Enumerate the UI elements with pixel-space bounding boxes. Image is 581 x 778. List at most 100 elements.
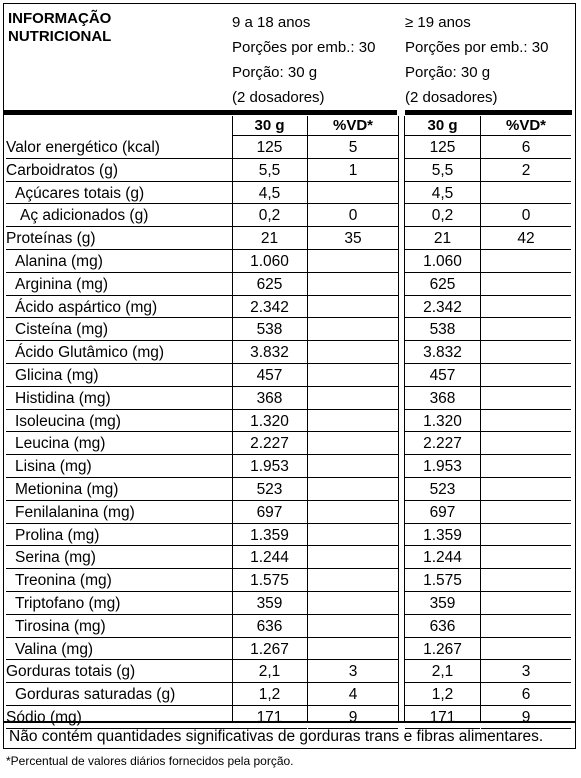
nutrient-label: Isoleucina (mg) [6, 410, 232, 433]
nutrient-label: Ácido aspártico (mg) [6, 296, 232, 319]
percent-dv-value [481, 364, 571, 387]
percent-dv-value [308, 364, 398, 387]
table-row: Sódio (mg) 171 9 171 9 [6, 706, 571, 729]
nutrient-label: Histidina (mg) [6, 387, 232, 410]
portion-value: 1.359 [232, 524, 307, 547]
percent-dv-value [481, 318, 571, 342]
nutrient-label: Treonina (mg) [6, 569, 232, 592]
col-divider [398, 116, 399, 721]
percent-dv-value [308, 250, 398, 273]
percent-dv-value [481, 432, 571, 456]
percent-dv-value [481, 250, 571, 273]
nutrient-label: Valina (mg) [6, 638, 232, 661]
nutrient-label: Arginina (mg) [6, 273, 232, 296]
percent-dv-value [481, 501, 571, 524]
percent-dv-value: 0 [308, 204, 398, 228]
percent-dv-value: 2 [481, 159, 571, 182]
portion-value: 368 [405, 387, 480, 410]
col-portion-header-b: 30 g [405, 116, 480, 136]
nutrient-label: Alanina (mg) [6, 250, 232, 273]
portion-value: 523 [232, 478, 307, 501]
portion-value: 2.227 [232, 432, 307, 456]
portion-value: 4,5 [232, 182, 307, 205]
percent-dv-value: 35 [308, 227, 398, 250]
percent-dv-value [308, 478, 398, 501]
portion-value: 368 [232, 387, 307, 410]
percent-dv-value [308, 318, 398, 342]
col-portion-header-a: 30 g [232, 116, 307, 136]
percent-dv-value: 9 [481, 706, 571, 729]
group-age: ≥ 19 anos [405, 14, 471, 31]
percent-dv-value: 6 [481, 683, 571, 706]
col-divider [232, 116, 233, 721]
portion-value: 4,5 [405, 182, 480, 205]
portion-value: 697 [232, 501, 307, 524]
nutrient-label: Lisina (mg) [6, 455, 232, 478]
portion-value: 2.342 [405, 296, 480, 319]
portion-value: 1.244 [405, 546, 480, 570]
percent-dv-value [481, 569, 571, 592]
group-header-9-18: 9 a 18 anos Porções por emb.: 30 Porção:… [232, 10, 375, 110]
portion-value: 1.244 [232, 546, 307, 570]
group-scoops: (2 dosadores) [232, 89, 325, 106]
percent-dv-value: 9 [308, 706, 398, 729]
portion-value: 125 [405, 136, 480, 159]
portion-value: 1.953 [405, 455, 480, 478]
table-row: Serina (mg) 1.244 1.244 [6, 546, 571, 570]
table-row: Gorduras saturadas (g) 1,2 4 1,2 6 [6, 683, 571, 706]
percent-dv-value [308, 592, 398, 615]
portion-value: 21 [232, 227, 307, 250]
table-row: Cisteína (mg) 538 538 [6, 318, 571, 342]
percent-dv-value [481, 455, 571, 478]
portion-value: 2.342 [232, 296, 307, 319]
portion-value: 1.320 [405, 410, 480, 433]
table-row: Leucina (mg) 2.227 2.227 [6, 432, 571, 456]
portion-value: 457 [232, 364, 307, 387]
table-row: Aç adicionados (g) 0,2 0 0,2 0 [6, 204, 571, 228]
table-row: Fenilalanina (mg) 697 697 [6, 501, 571, 524]
panel-title-line-1: INFORMAÇÃO [8, 10, 112, 27]
nutrient-label: Açúcares totais (g) [6, 182, 232, 205]
portion-value: 2.227 [405, 432, 480, 456]
vd-footnote: *Percentual de valores diários fornecido… [6, 754, 294, 768]
nutrient-label: Sódio (mg) [6, 706, 232, 729]
panel-title-line-2: NUTRICIONAL [8, 28, 112, 45]
table-row: Proteínas (g) 21 35 21 42 [6, 227, 571, 250]
nutrient-label: Glicina (mg) [6, 364, 232, 387]
table-row: Carboidratos (g) 5,5 1 5,5 2 [6, 159, 571, 182]
table-row: Valina (mg) 1.267 1.267 [6, 638, 571, 661]
percent-dv-value [308, 501, 398, 524]
percent-dv-value [308, 273, 398, 296]
portion-value: 1,2 [405, 683, 480, 706]
percent-dv-value [481, 615, 571, 638]
portion-value: 171 [232, 706, 307, 729]
group-header-19-plus: ≥ 19 anos Porções por emb.: 30 Porção: 3… [405, 10, 548, 110]
table-row: Isoleucina (mg) 1.320 1.320 [6, 410, 571, 433]
percent-dv-value [308, 432, 398, 456]
portion-value: 171 [405, 706, 480, 729]
table-row: Gorduras totais (g) 2,1 3 2,1 3 [6, 660, 571, 684]
percent-dv-value [481, 592, 571, 615]
portion-value: 636 [232, 615, 307, 638]
portion-value: 523 [405, 478, 480, 501]
col-divider [480, 116, 481, 721]
panel-title: INFORMAÇÃO NUTRICIONAL [8, 10, 111, 46]
portion-value: 1.267 [405, 638, 480, 661]
portion-value: 125 [232, 136, 307, 159]
percent-dv-value: 0 [481, 204, 571, 228]
group-scoops: (2 dosadores) [405, 89, 498, 106]
percent-dv-value [308, 546, 398, 570]
portion-value: 0,2 [405, 204, 480, 228]
portion-value: 3.832 [232, 341, 307, 364]
percent-dv-value [308, 410, 398, 433]
portion-value: 2,1 [232, 660, 307, 684]
nutrient-label: Cisteína (mg) [6, 318, 232, 342]
portion-value: 636 [405, 615, 480, 638]
portion-value: 697 [405, 501, 480, 524]
col-vd-header-a: %VD* [308, 116, 398, 136]
portion-value: 5,5 [405, 159, 480, 182]
portion-value: 1.320 [232, 410, 307, 433]
percent-dv-value [308, 615, 398, 638]
percent-dv-value: 3 [481, 660, 571, 684]
percent-dv-value: 6 [481, 136, 571, 159]
